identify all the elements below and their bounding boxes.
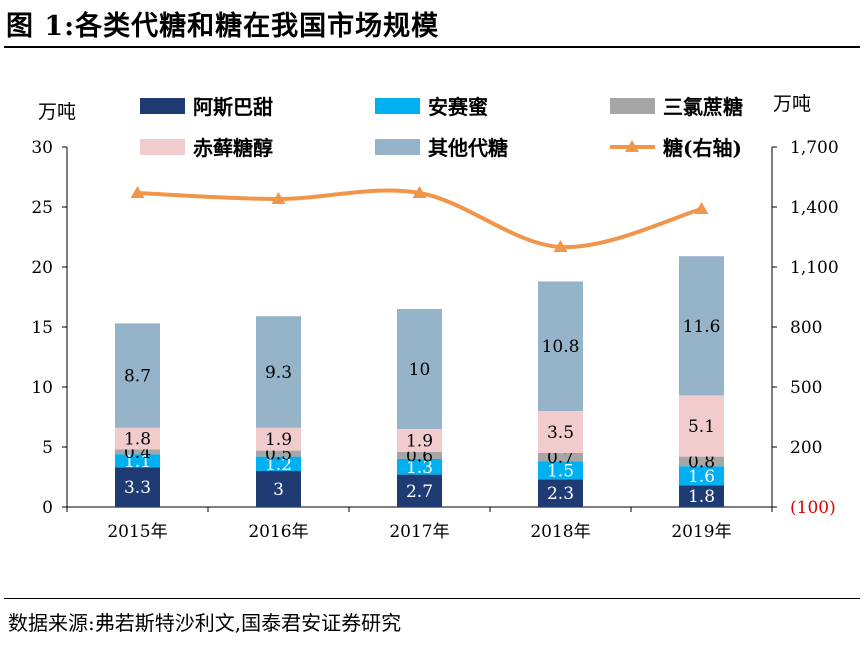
legend-swatch [610, 98, 655, 114]
title-rule [4, 46, 860, 48]
legend-marker [625, 140, 639, 152]
left-tick-label: 30 [31, 138, 53, 158]
legend-label: 赤藓糖醇 [193, 136, 273, 160]
left-tick-label: 20 [31, 258, 53, 278]
legend-swatch [140, 98, 185, 114]
x-tick-label: 2016年 [248, 522, 308, 542]
right-axis-unit: 万吨 [773, 93, 811, 115]
x-tick-label: 2017年 [389, 522, 449, 542]
sugar-marker [271, 192, 286, 204]
legend-label: 糖(右轴) [663, 136, 742, 160]
bar-segment [538, 411, 583, 453]
data-label: 10.8 [542, 337, 580, 357]
sugar-line [137, 188, 703, 250]
left-tick-label: 10 [31, 378, 53, 398]
data-label: 3 [273, 480, 284, 500]
data-label: 11.6 [683, 317, 721, 337]
bar-segment [397, 459, 442, 475]
bar-segment [679, 485, 724, 507]
data-label: 1.5 [547, 461, 574, 481]
right-tick-label: 200 [790, 438, 822, 458]
data-label: 1.6 [688, 467, 715, 487]
data-label: 1.1 [124, 452, 151, 472]
bar-segment [256, 456, 301, 471]
legend-label: 阿斯巴甜 [193, 95, 273, 119]
legend-swatch [140, 139, 185, 155]
bar-segment [256, 427, 301, 451]
data-label: 2.3 [547, 484, 574, 504]
data-label: 0.8 [688, 452, 715, 472]
bar-segment [679, 466, 724, 486]
data-label: 5.1 [688, 417, 715, 437]
left-tick-label: 5 [42, 438, 53, 458]
bar-segment [397, 451, 442, 459]
x-tick-label: 2015年 [107, 522, 167, 542]
data-label: 1.9 [406, 431, 433, 451]
bar-segment [538, 461, 583, 480]
left-tick-label: 25 [31, 198, 53, 218]
bar-segment [115, 454, 160, 468]
source-rule [4, 598, 860, 599]
right-tick-label: 500 [790, 378, 822, 398]
right-tick-label: (100) [790, 498, 836, 518]
bar-segment [538, 479, 583, 507]
sugar-marker [553, 240, 568, 252]
x-tick-label: 2018年 [530, 522, 590, 542]
bar-segment [115, 449, 160, 455]
data-label: 0.7 [547, 448, 574, 468]
right-tick-label: 800 [790, 318, 822, 338]
data-label: 2.7 [406, 482, 433, 502]
data-label: 8.7 [124, 367, 151, 387]
figure-title: 图 1:各类代糖和糖在我国市场规模 [6, 11, 440, 42]
x-tick-label: 2019年 [671, 522, 731, 542]
bar-segment [256, 471, 301, 507]
bar-segment [256, 450, 301, 457]
legend-label: 安赛蜜 [428, 95, 488, 119]
right-tick-label: 1,100 [790, 258, 839, 278]
bar-segment [115, 427, 160, 450]
bar-segment [679, 256, 724, 396]
sugar-marker [412, 186, 427, 198]
data-label: 3.3 [124, 478, 151, 498]
bar-segment [679, 395, 724, 457]
data-label: 3.5 [547, 423, 574, 443]
left-tick-label: 15 [31, 318, 53, 338]
data-label: 1.9 [265, 430, 292, 450]
left-tick-label: 0 [42, 498, 53, 518]
data-label: 1.8 [124, 430, 151, 450]
legend-label: 其他代糖 [428, 136, 508, 160]
bar-segment [256, 316, 301, 428]
legend-swatch [375, 139, 420, 155]
bar-segment [397, 309, 442, 429]
data-label: 1.2 [265, 455, 292, 475]
data-label: 1.8 [688, 487, 715, 507]
data-label: 1.3 [406, 458, 433, 478]
bar-segment [397, 429, 442, 452]
bar-segment [115, 467, 160, 507]
right-tick-label: 1,400 [790, 198, 839, 218]
left-axis-unit: 万吨 [38, 101, 76, 123]
legend-swatch [375, 98, 420, 114]
data-label: 10 [409, 360, 431, 380]
bar-segment [538, 453, 583, 462]
sugar-marker [694, 202, 709, 214]
bar-segment [397, 474, 442, 507]
legend-label: 三氯蔗糖 [663, 95, 743, 119]
stacked-bar-line-chart: 0 5 10 15 20 25 30 (100) 200 500 800 1,100 1,400 1,70… [31, 93, 839, 542]
sugar-marker [130, 186, 145, 198]
bar-segment [538, 281, 583, 411]
source-note: 数据来源:弗若斯特沙利文,国泰君安证券研究 [8, 611, 402, 635]
right-tick-label: 1,700 [790, 138, 839, 158]
bar-segment [679, 456, 724, 467]
bar-segment [115, 323, 160, 428]
data-label: 9.3 [265, 363, 292, 383]
